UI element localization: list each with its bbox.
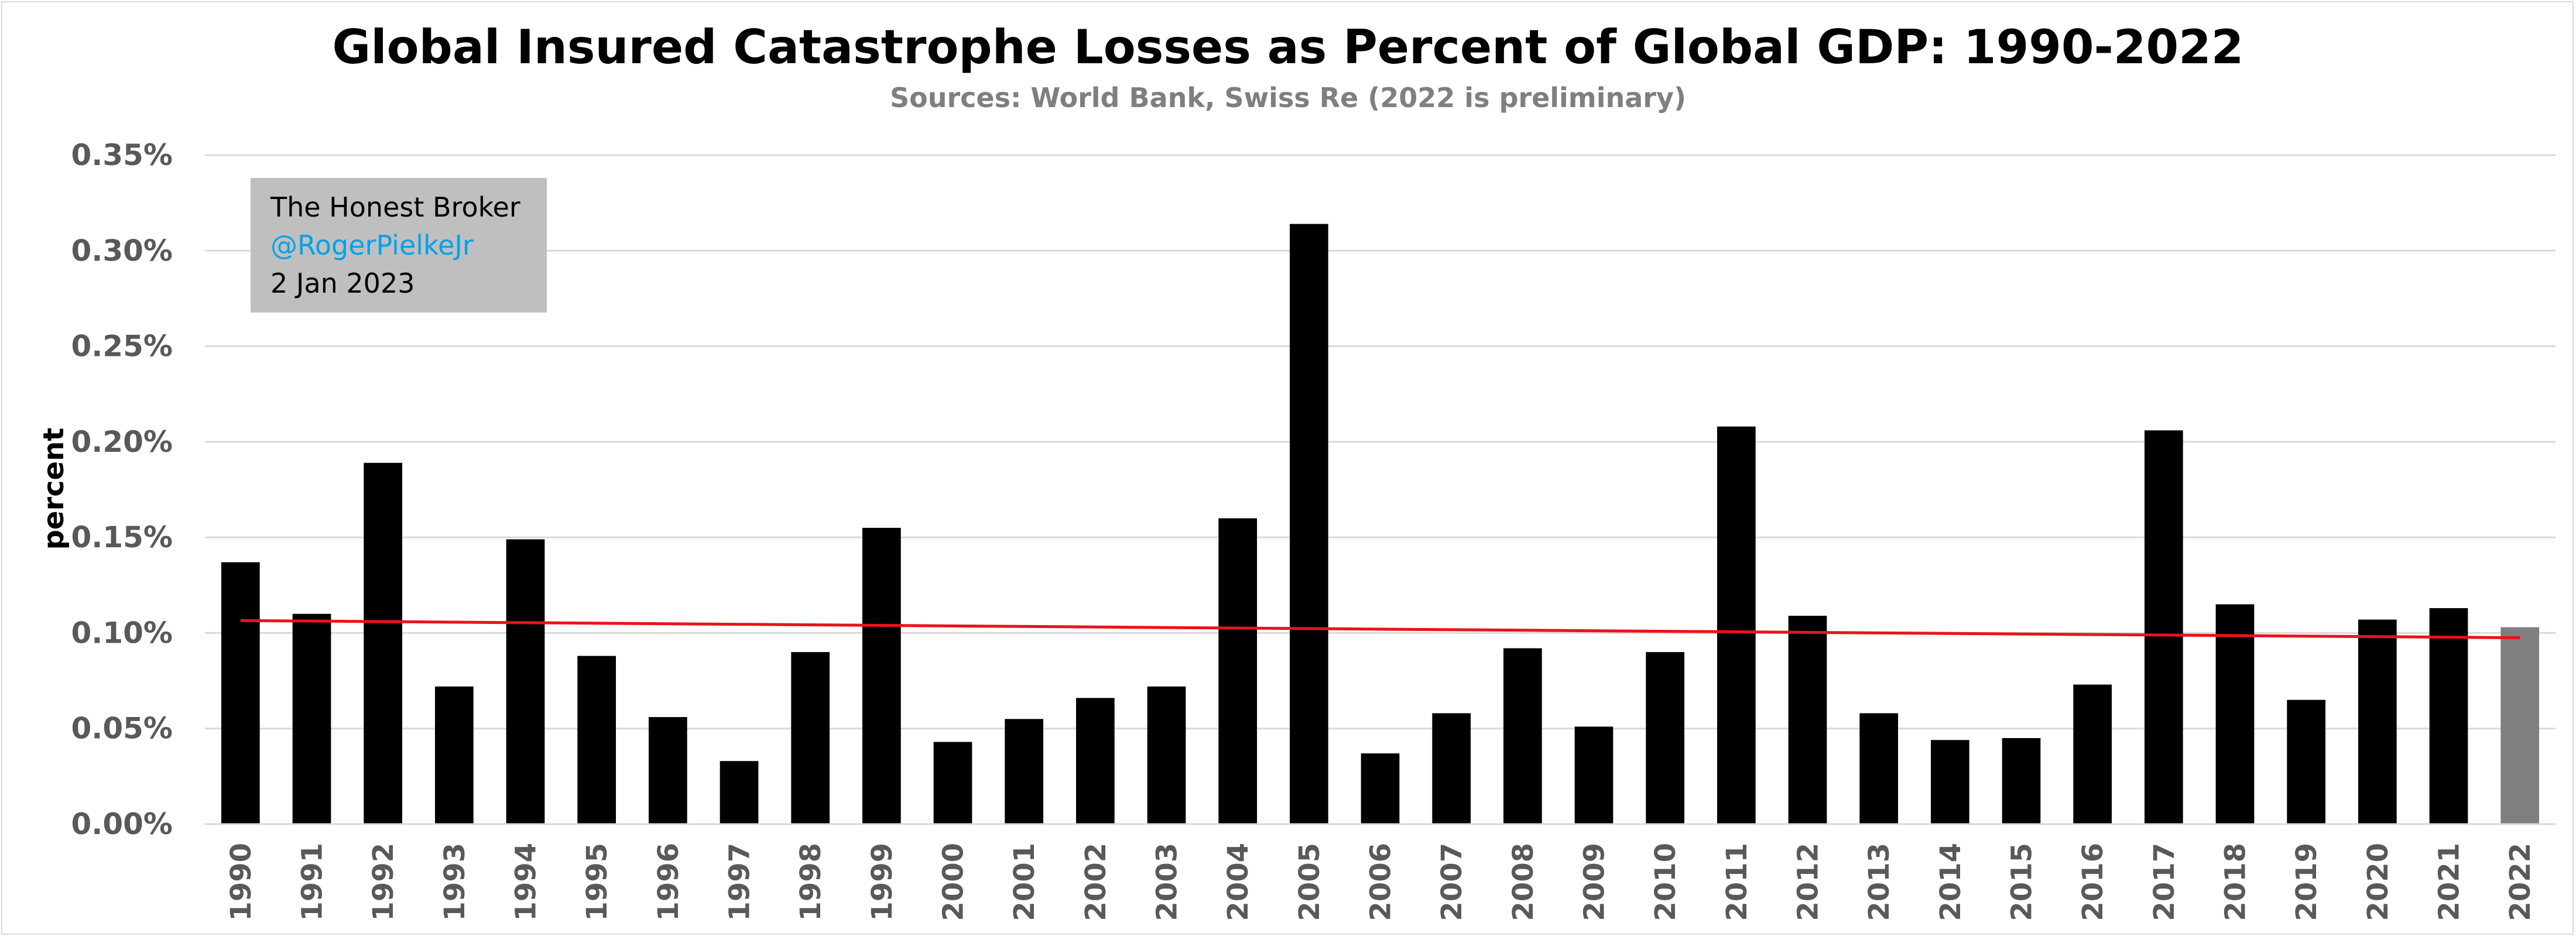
x-tick-label: 1991 xyxy=(296,843,329,921)
x-tick-label: 2021 xyxy=(2433,843,2466,921)
x-tick-label: 2020 xyxy=(2362,843,2395,921)
bar-2021 xyxy=(2429,608,2468,824)
x-tick-label: 2007 xyxy=(1436,843,1468,921)
bar-2013 xyxy=(1859,713,1899,824)
bar-2015 xyxy=(2002,738,2041,824)
y-tick-label: 0.20% xyxy=(71,425,173,459)
x-tick-label: 1999 xyxy=(866,843,899,921)
bar-1994 xyxy=(506,539,545,824)
x-tick-label: 1997 xyxy=(724,843,756,921)
y-tick-label: 0.25% xyxy=(71,330,173,363)
x-tick-label: 2018 xyxy=(2219,843,2252,921)
bar-2000 xyxy=(933,742,972,824)
bar-2011 xyxy=(1717,426,1756,824)
bar-2017 xyxy=(2144,430,2183,824)
bar-2001 xyxy=(1005,719,1044,824)
bar-1993 xyxy=(434,686,474,824)
bar-2019 xyxy=(2287,699,2326,824)
bar-1995 xyxy=(577,656,616,824)
bar-2003 xyxy=(1147,686,1186,824)
bar-2008 xyxy=(1503,648,1542,824)
x-tick-label: 1993 xyxy=(439,843,471,921)
y-axis-label: percent xyxy=(37,428,70,550)
annotation-date: 2 Jan 2023 xyxy=(270,267,415,299)
gridlines xyxy=(205,154,2556,730)
x-tick-label: 2015 xyxy=(2006,843,2039,921)
y-tick-label: 0.15% xyxy=(71,520,173,554)
bar-2005 xyxy=(1289,224,1328,825)
x-tick-label: 2002 xyxy=(1080,843,1112,921)
trendline xyxy=(240,619,2520,640)
annotation-box: The Honest Broker @RogerPielkeJr 2 Jan 2… xyxy=(251,178,547,313)
x-tick-label: 1992 xyxy=(367,843,400,921)
bars xyxy=(221,224,2540,825)
y-tick-label: 0.00% xyxy=(71,807,173,841)
bar-2002 xyxy=(1075,698,1115,824)
x-tick-label: 2003 xyxy=(1151,843,1184,921)
chart-subtitle: Sources: World Bank, Swiss Re (2022 is p… xyxy=(890,82,1686,114)
bar-1990 xyxy=(221,562,260,824)
bar-2009 xyxy=(1574,726,1614,824)
x-axis-ticks: 1990 1991 1992 1993 1994 1995 1996 1997 1998 1999… xyxy=(225,843,2537,921)
x-tick-label: 2010 xyxy=(1649,843,1682,921)
annotation-background xyxy=(251,178,547,313)
x-tick-label: 2000 xyxy=(937,843,970,921)
annotation-handle: @RogerPielkeJr xyxy=(270,229,474,261)
x-tick-label: 2006 xyxy=(1365,843,1397,921)
bar-1996 xyxy=(648,717,687,824)
x-tick-label: 2005 xyxy=(1293,843,1326,921)
x-tick-label: 2009 xyxy=(1578,843,1611,921)
x-tick-label: 2022 xyxy=(2504,843,2537,921)
bar-1991 xyxy=(292,613,331,824)
bar-2016 xyxy=(2073,684,2112,824)
y-tick-label: 0.35% xyxy=(71,138,173,172)
x-tick-label: 1990 xyxy=(225,843,258,921)
x-tick-label: 2011 xyxy=(1721,843,1753,921)
bar-2022 xyxy=(2500,627,2540,824)
bar-1998 xyxy=(791,652,830,824)
bar-2004 xyxy=(1218,518,1258,824)
x-tick-label: 1998 xyxy=(794,843,827,921)
x-tick-label: 2001 xyxy=(1008,843,1041,921)
x-tick-label: 2004 xyxy=(1222,843,1255,921)
x-tick-label: 2013 xyxy=(1863,843,1896,921)
x-tick-label: 1996 xyxy=(652,843,685,921)
annotation-line-1: The Honest Broker xyxy=(270,191,520,223)
bar-2018 xyxy=(2215,604,2255,824)
x-tick-label: 2017 xyxy=(2148,843,2181,921)
x-tick-label: 2019 xyxy=(2290,843,2323,921)
bar-1999 xyxy=(862,527,901,824)
x-tick-label: 2014 xyxy=(1934,843,1967,921)
x-tick-label: 1994 xyxy=(510,843,543,921)
chart-title: Global Insured Catastrophe Losses as Per… xyxy=(333,20,2244,74)
y-tick-label: 0.10% xyxy=(71,616,173,650)
x-tick-label: 1995 xyxy=(581,843,614,921)
y-tick-label: 0.30% xyxy=(71,234,173,267)
bar-2020 xyxy=(2358,619,2397,824)
bar-1997 xyxy=(720,761,759,824)
y-axis-ticks: 0.00% 0.05% 0.10% 0.15% 0.20% 0.25% 0.30% 0.35% xyxy=(71,138,173,841)
bar-2012 xyxy=(1788,616,1827,824)
bar-2010 xyxy=(1646,652,1685,824)
bar-2007 xyxy=(1432,713,1471,824)
bar-2006 xyxy=(1361,753,1400,824)
x-tick-label: 2012 xyxy=(1792,843,1825,921)
bar-1992 xyxy=(364,462,403,824)
y-tick-label: 0.05% xyxy=(71,712,173,746)
x-tick-label: 2008 xyxy=(1507,843,1540,921)
bar-2014 xyxy=(1930,740,1969,824)
x-tick-label: 2016 xyxy=(2077,843,2109,921)
